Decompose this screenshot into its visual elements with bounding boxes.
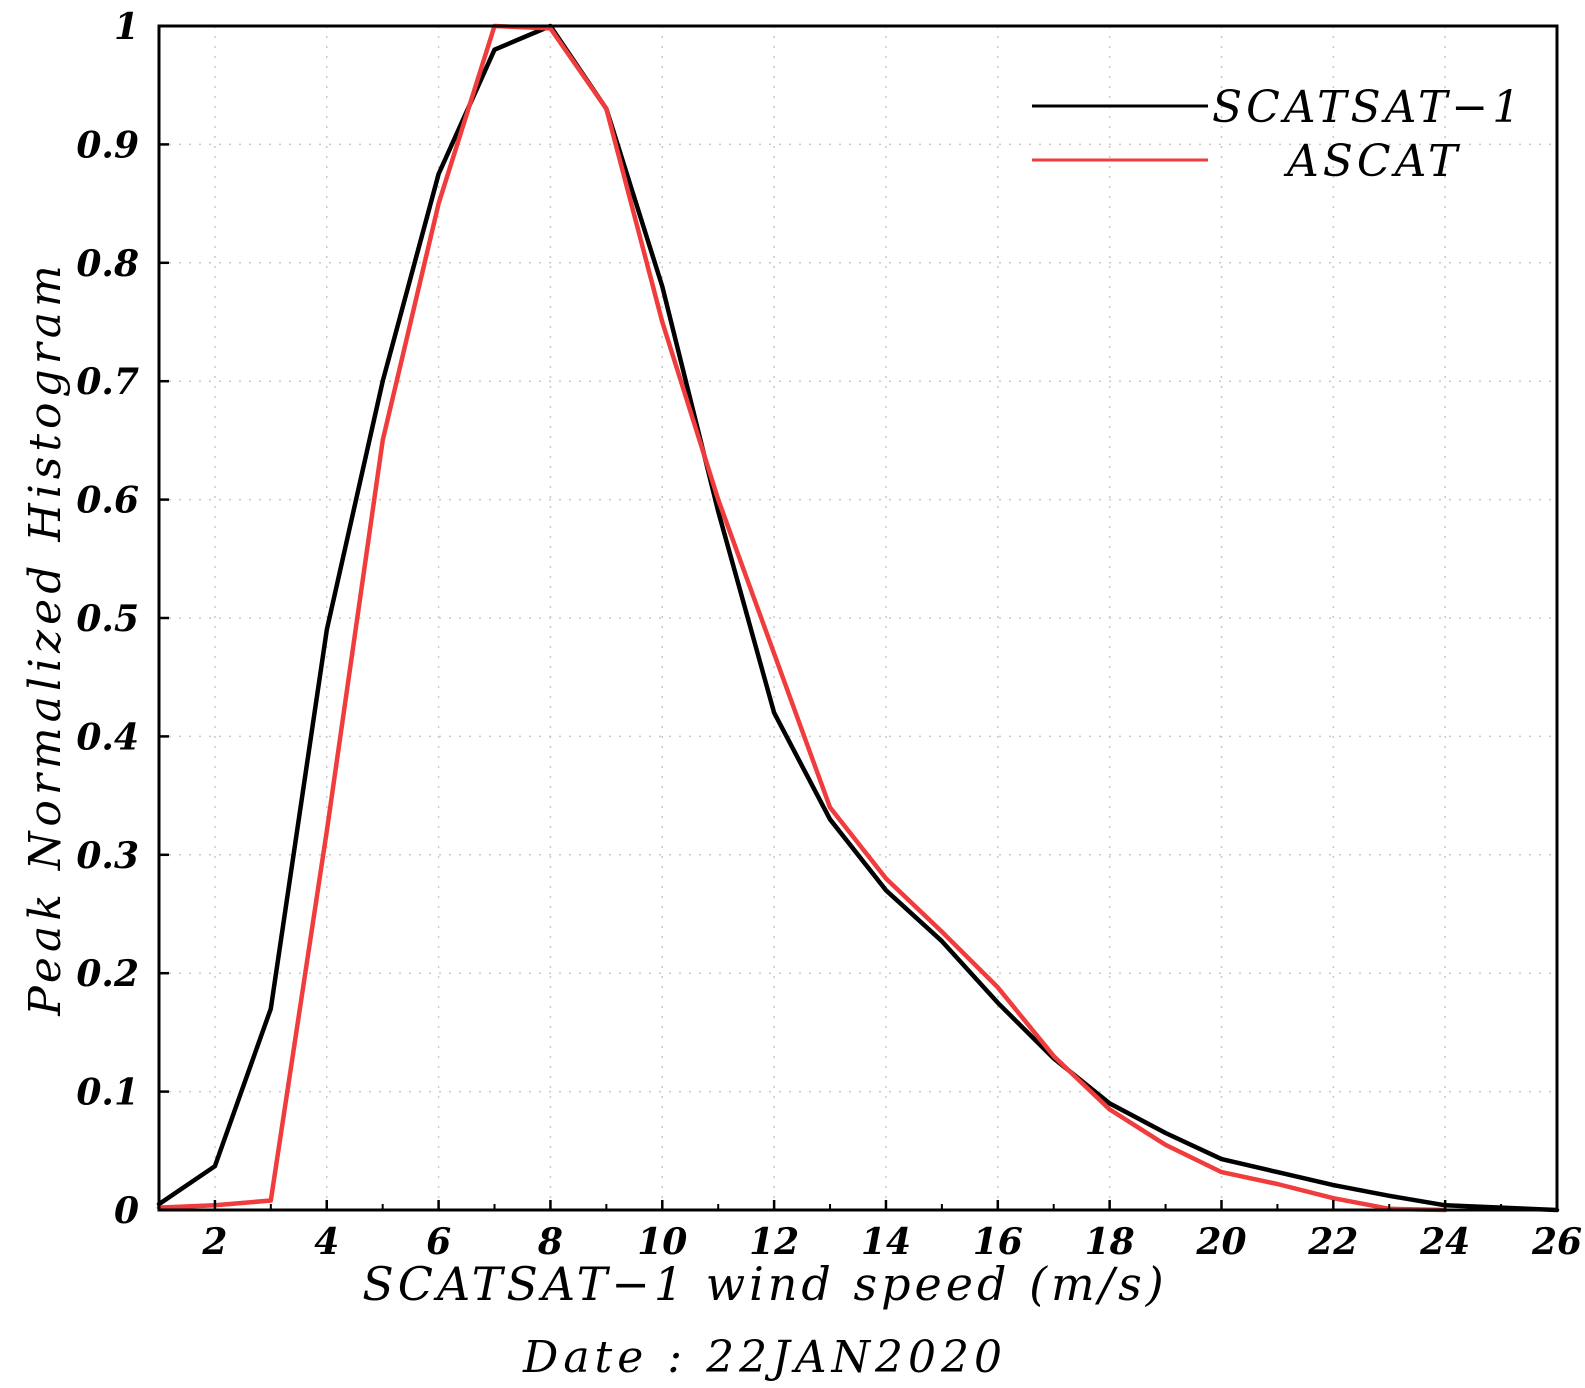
x-tick-label: 6 xyxy=(426,1221,451,1263)
y-tick-label: 0.2 xyxy=(76,953,139,995)
x-tick-label: 12 xyxy=(749,1221,799,1263)
x-tick-label: 4 xyxy=(314,1221,339,1263)
y-tick-label: 0.4 xyxy=(76,716,139,758)
series-line-scatsat xyxy=(156,23,1560,1213)
y-tick-label: 0.1 xyxy=(76,1072,139,1114)
y-axis-label: Peak Normalized Histogram xyxy=(20,260,71,1016)
y-tick-label: 0.3 xyxy=(76,835,139,877)
date-note: Date : 22JAN2020 xyxy=(522,1332,1007,1383)
x-tick-label: 26 xyxy=(1531,1221,1582,1263)
legend-label-ascat: ASCAT xyxy=(1283,136,1461,187)
y-tick-label: 0.8 xyxy=(76,243,139,285)
y-tick-label: 0.5 xyxy=(76,598,139,640)
x-tick-label: 14 xyxy=(861,1221,911,1263)
plot-frame xyxy=(157,24,1559,1212)
x-tick-label: 2 xyxy=(201,1221,227,1263)
y-tick-label: 1 xyxy=(114,6,139,48)
y-tick-label: 0.7 xyxy=(76,361,139,403)
x-tick-label: 24 xyxy=(1419,1221,1470,1263)
x-axis-label: SCATSAT−1 wind speed (m/s) xyxy=(362,1257,1167,1311)
grid-lines xyxy=(159,26,1557,1210)
x-tick-label: 8 xyxy=(537,1221,563,1263)
x-tick-label: 18 xyxy=(1085,1221,1135,1263)
y-tick-label: 0.6 xyxy=(76,480,139,522)
axis-ticks: 2 4 6 8 10 12 14 16 18 20 22 24 2600.10.20.30.40.50.… xyxy=(76,6,1582,1263)
series-line-ascat xyxy=(156,23,1448,1213)
x-tick-label: 16 xyxy=(973,1221,1023,1263)
x-tick-label: 10 xyxy=(637,1221,687,1263)
x-tick-label: 22 xyxy=(1307,1221,1358,1263)
series-lines xyxy=(156,23,1560,1213)
y-tick-label: 0.9 xyxy=(76,124,139,166)
y-tick-label: 0 xyxy=(114,1190,139,1232)
x-tick-label: 20 xyxy=(1195,1221,1246,1263)
legend-label-scatsat: SCATSAT−1 xyxy=(1212,82,1524,133)
legend: SCATSAT−1 ASCAT xyxy=(1032,82,1524,187)
